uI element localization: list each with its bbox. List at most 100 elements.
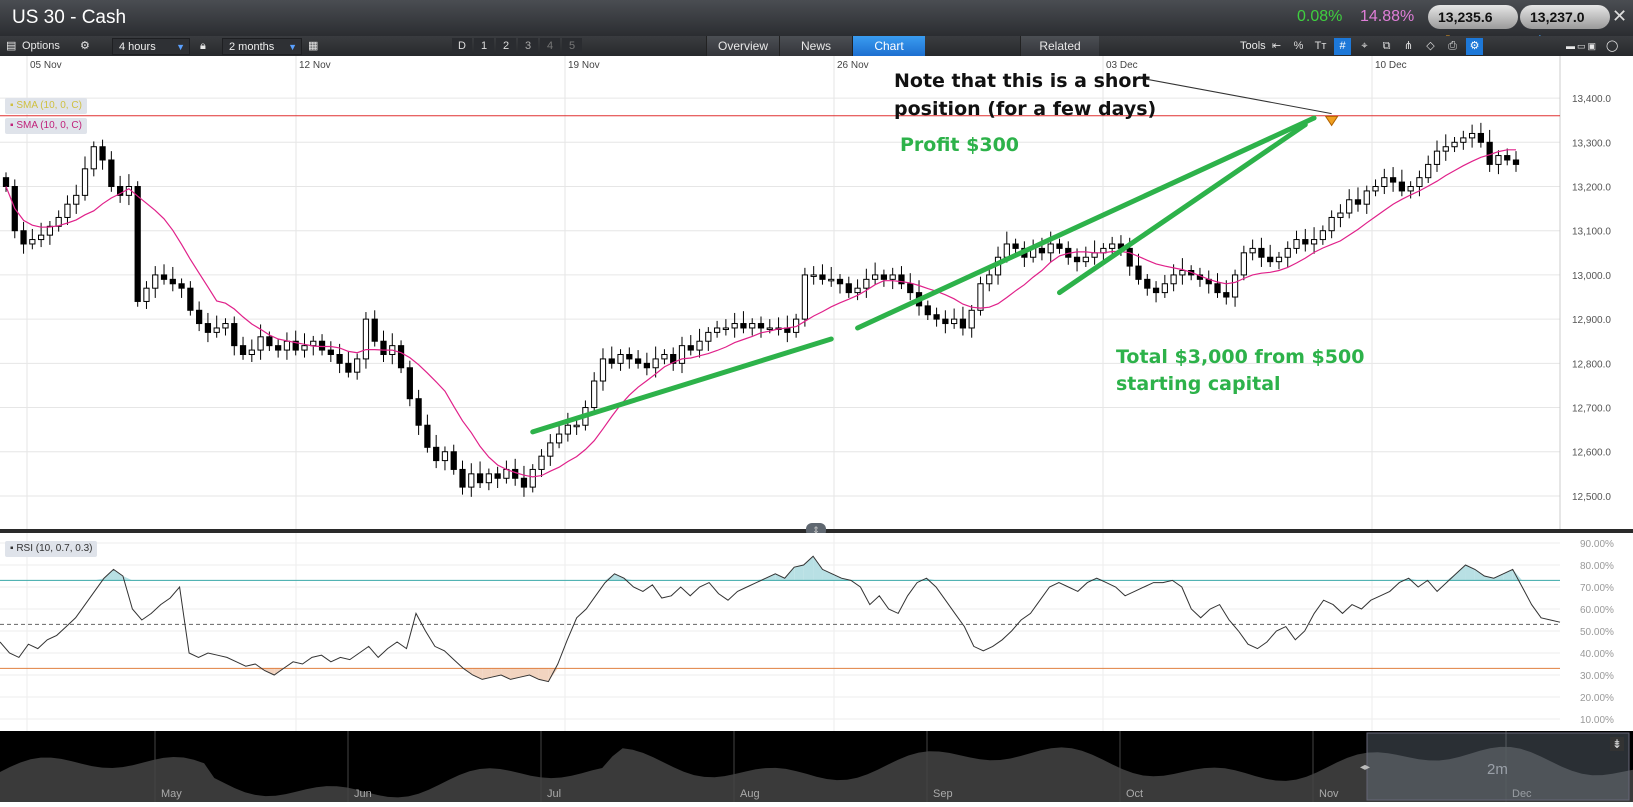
x-tick-label: 26 Nov: [837, 60, 869, 71]
x-tick-label: 10 Dec: [1375, 60, 1407, 71]
rsi-pane[interactable]: 90.00% 80.00% 70.00% 60.00% 50.00% 40.00% 30.0…: [0, 533, 1633, 731]
sell-price-button[interactable]: 13,235.6⬇: [1428, 5, 1518, 49]
percent-tool[interactable]: %: [1293, 40, 1304, 52]
price-chart-pane[interactable]: 05 Nov 12 Nov 19 Nov 26 Nov 03 Dec 10 Dec 13,…: [0, 56, 1633, 547]
draw-button-4[interactable]: 4: [540, 38, 560, 54]
candle: [389, 333, 396, 365]
rsi-y-tick-label: 50.00%: [1580, 627, 1614, 638]
candle: [1389, 167, 1397, 192]
trend-line: [1056, 122, 1308, 296]
navigator-window[interactable]: [1366, 732, 1630, 801]
candle: [90, 141, 97, 177]
calendar-icon[interactable]: ▦: [308, 40, 319, 52]
nav-tick-label: Aug: [740, 788, 760, 800]
gear-icon[interactable]: ⚙: [80, 40, 90, 52]
candle: [1346, 189, 1353, 219]
candle: [564, 412, 571, 442]
candle: [73, 184, 80, 214]
instrument-title: US 30 - Cash: [12, 7, 127, 28]
settings-icon[interactable]: ⚙: [1466, 38, 1483, 55]
lock-icon[interactable]: 🔒︎: [200, 40, 206, 52]
draw-button-2[interactable]: 2: [496, 38, 516, 54]
rsi-y-tick-label: 60.00%: [1580, 605, 1614, 616]
candle: [626, 347, 633, 369]
draw-button-5[interactable]: 5: [562, 38, 582, 54]
candle: [354, 353, 361, 380]
candle: [415, 389, 422, 435]
rsi-oversold-fill: [520, 668, 530, 678]
grid-icon[interactable]: #: [1334, 38, 1351, 55]
nav-tick-label: May: [161, 788, 182, 800]
candle: [1179, 258, 1186, 285]
rsi-oversold-fill: [548, 668, 558, 682]
buy-price-button[interactable]: 13,237.0⬆: [1520, 5, 1610, 49]
eraser-icon[interactable]: ◇: [1426, 40, 1435, 52]
rsi-y-tick-label: 40.00%: [1580, 649, 1614, 660]
interval-select[interactable]: 4 hours ▼: [112, 38, 190, 55]
candle: [476, 461, 484, 488]
draw-button-d[interactable]: D: [452, 38, 472, 54]
back-arrow-icon[interactable]: ⇤: [1271, 40, 1282, 52]
candle: [257, 324, 264, 360]
candle: [1328, 210, 1335, 239]
candle: [152, 266, 159, 298]
text-tool[interactable]: Tт: [1314, 40, 1327, 52]
close-icon[interactable]: ✕: [1612, 6, 1628, 26]
candle: [1030, 239, 1037, 263]
candle: [213, 315, 220, 338]
rsi-chart[interactable]: 90.00% 80.00% 70.00% 60.00% 50.00% 40.00% 30.0…: [0, 533, 1633, 731]
candle: [459, 460, 466, 495]
title-bar: US 30 - Cash 0.08% 14.88% 13,235.6⬇ 13,2…: [0, 0, 1633, 49]
window-controls-icon[interactable]: ▬▭▣: [1566, 41, 1599, 51]
navigator-pane[interactable]: May Jun Jul Aug Sep Oct Nov Dec 2m ◂▸ ⇟: [0, 731, 1633, 802]
tab-chart[interactable]: Chart: [852, 36, 925, 56]
legend-sma-2[interactable]: ▪ SMA (10, 0, C): [5, 118, 87, 134]
candle: [283, 332, 291, 360]
y-tick-label: 13,300.0: [1572, 138, 1611, 149]
candle: [485, 468, 492, 491]
navigator-expand-icon[interactable]: ⇟: [1610, 737, 1625, 751]
navigator-window-label: 2m: [1487, 761, 1508, 778]
price-chart[interactable]: 05 Nov 12 Nov 19 Nov 26 Nov 03 Dec 10 Dec 13,…: [0, 56, 1633, 547]
rsi-overbought-fill: [822, 569, 832, 581]
rsi-oversold-fill: [510, 668, 520, 680]
print-icon[interactable]: ⎙: [1448, 40, 1457, 52]
chevron-down-icon: ▼: [288, 42, 297, 52]
draw-button-1[interactable]: 1: [474, 38, 494, 54]
tab-related[interactable]: Related: [1020, 36, 1099, 56]
draw-button-3[interactable]: 3: [518, 38, 538, 54]
candle: [222, 318, 229, 336]
options-menu-icon[interactable]: ▤: [6, 40, 17, 52]
chart-type-icon[interactable]: ⧉: [1382, 40, 1391, 52]
candle: [1354, 187, 1362, 212]
candle: [117, 175, 124, 203]
legend-rsi[interactable]: ▪ RSI (10, 0.7, 0.3): [5, 541, 98, 557]
options-button[interactable]: Options: [22, 40, 60, 52]
candle: [1170, 264, 1177, 292]
candle: [792, 313, 800, 338]
tab-news[interactable]: News: [779, 36, 852, 56]
candle: [1249, 239, 1256, 261]
navigator-area: [0, 746, 1633, 802]
candle: [801, 267, 809, 327]
navigator-chart[interactable]: May Jun Jul Aug Sep Oct Nov Dec: [0, 731, 1633, 802]
chat-icon[interactable]: ◯: [1606, 40, 1619, 52]
rsi-oversold-fill: [491, 668, 502, 678]
candle: [371, 310, 378, 347]
candle: [46, 220, 54, 245]
candle: [1231, 269, 1239, 307]
candle: [757, 316, 765, 338]
indicator-icon[interactable]: ⋔: [1403, 40, 1414, 52]
candle: [924, 300, 931, 321]
rsi-overbought-fill: [1456, 565, 1466, 581]
period-select[interactable]: 2 months ▼: [222, 38, 302, 55]
candle: [178, 278, 185, 298]
daily-change-percent: 0.08%: [1297, 8, 1343, 25]
nav-left-handle-icon[interactable]: ◂▸: [1360, 762, 1371, 773]
candle: [678, 336, 686, 374]
candle: [749, 318, 756, 336]
total-note: Total $3,000 from $500 starting capital: [1116, 344, 1364, 398]
tab-overview[interactable]: Overview: [706, 36, 779, 56]
legend-sma-1[interactable]: ▪ SMA (10, 0, C): [5, 98, 87, 114]
crosshair-icon[interactable]: ⌖: [1361, 40, 1368, 52]
